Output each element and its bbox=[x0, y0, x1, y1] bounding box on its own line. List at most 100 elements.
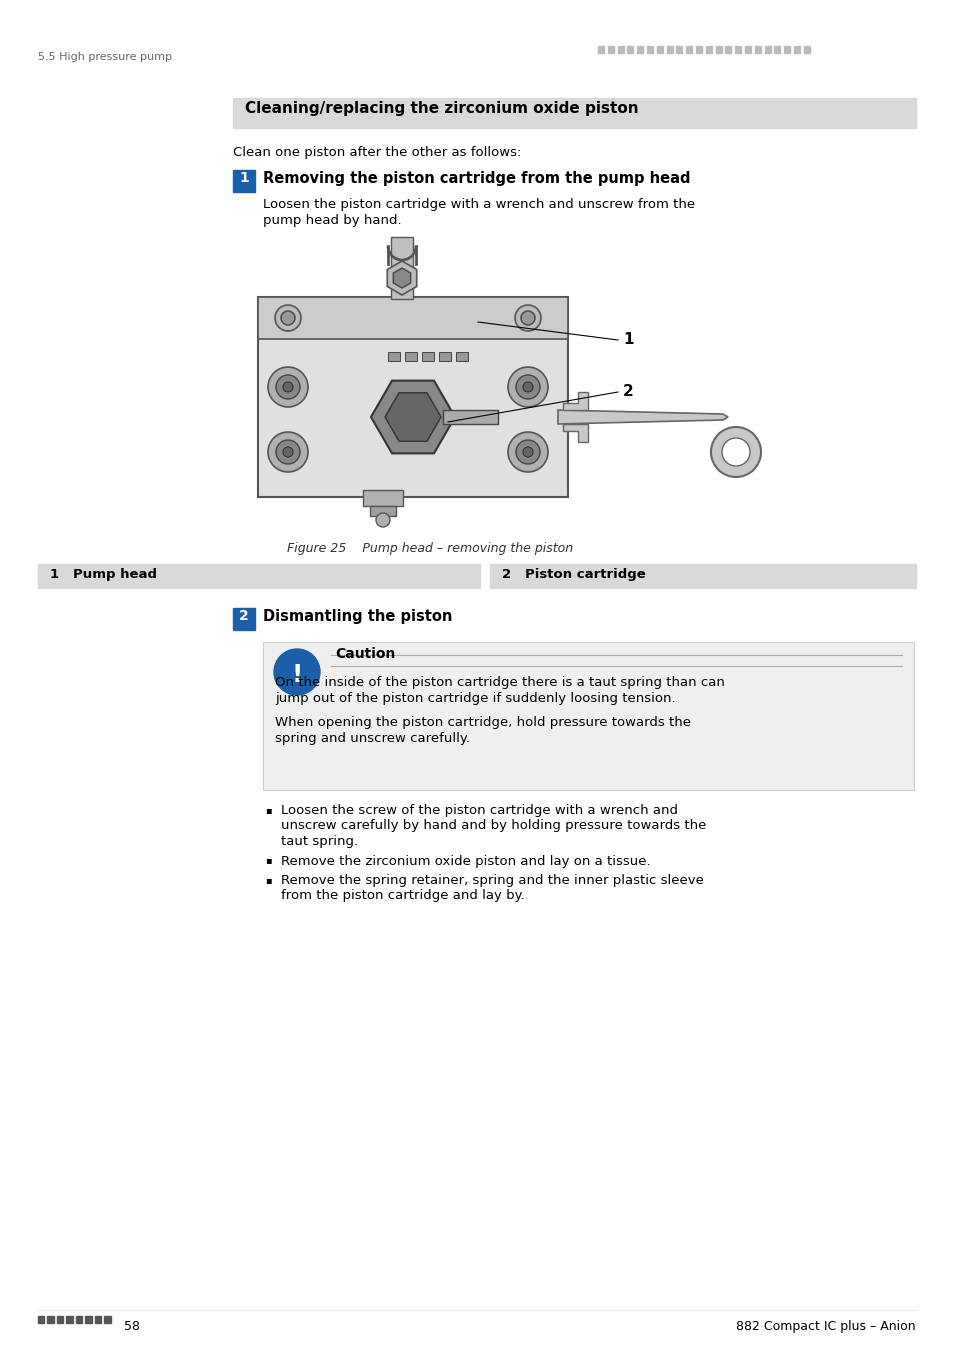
Circle shape bbox=[516, 440, 539, 464]
Bar bbox=[438, 352, 451, 360]
Text: Caution: Caution bbox=[335, 647, 395, 662]
Bar bbox=[405, 352, 416, 360]
Bar bbox=[233, 608, 254, 630]
Circle shape bbox=[710, 427, 760, 477]
Bar bbox=[724, 46, 731, 53]
Text: Cleaning/replacing the zirconium oxide piston: Cleaning/replacing the zirconium oxide p… bbox=[245, 101, 638, 116]
Text: jump out of the piston cartridge if suddenly loosing tension.: jump out of the piston cartridge if sudd… bbox=[274, 693, 675, 705]
Bar bbox=[793, 46, 800, 53]
Text: spring and unscrew carefully.: spring and unscrew carefully. bbox=[274, 732, 470, 745]
Text: Figure 25    Pump head – removing the piston: Figure 25 Pump head – removing the pisto… bbox=[287, 541, 573, 555]
Polygon shape bbox=[387, 261, 416, 296]
Bar bbox=[48, 1316, 54, 1323]
Text: Dismantling the piston: Dismantling the piston bbox=[263, 609, 452, 624]
Text: Clean one piston after the other as follows:: Clean one piston after the other as foll… bbox=[233, 146, 521, 159]
Text: 1: 1 bbox=[622, 332, 633, 347]
Polygon shape bbox=[371, 381, 455, 454]
Bar bbox=[607, 46, 613, 53]
Circle shape bbox=[375, 513, 390, 526]
Circle shape bbox=[721, 437, 749, 466]
Bar bbox=[598, 46, 603, 53]
Bar bbox=[735, 46, 740, 53]
Circle shape bbox=[507, 367, 547, 406]
Circle shape bbox=[283, 382, 293, 391]
Text: 2: 2 bbox=[239, 609, 249, 622]
Polygon shape bbox=[385, 393, 440, 441]
Text: 2: 2 bbox=[622, 383, 633, 400]
Text: Loosen the piston cartridge with a wrench and unscrew from the: Loosen the piston cartridge with a wrenc… bbox=[263, 198, 695, 211]
Bar bbox=[774, 46, 780, 53]
Text: taut spring.: taut spring. bbox=[281, 836, 357, 848]
Text: Removing the piston cartridge from the pump head: Removing the piston cartridge from the p… bbox=[263, 171, 690, 186]
Bar bbox=[715, 46, 720, 53]
Text: !: ! bbox=[291, 663, 302, 687]
Bar bbox=[370, 506, 395, 516]
Bar bbox=[95, 1316, 101, 1323]
Circle shape bbox=[516, 375, 539, 400]
Bar bbox=[705, 46, 711, 53]
Circle shape bbox=[520, 310, 535, 325]
Bar bbox=[696, 46, 701, 53]
Bar bbox=[363, 490, 402, 506]
Text: ▪: ▪ bbox=[265, 856, 272, 865]
Bar bbox=[637, 46, 642, 53]
Bar bbox=[233, 170, 254, 192]
Bar bbox=[646, 46, 652, 53]
Bar bbox=[627, 46, 633, 53]
Bar bbox=[763, 46, 770, 53]
Text: unscrew carefully by hand and by holding pressure towards the: unscrew carefully by hand and by holding… bbox=[281, 819, 705, 833]
Text: 882 Compact IC plus – Anion: 882 Compact IC plus – Anion bbox=[736, 1320, 915, 1332]
Circle shape bbox=[283, 447, 293, 458]
Bar bbox=[391, 238, 413, 298]
Text: 1: 1 bbox=[239, 171, 249, 185]
Polygon shape bbox=[393, 269, 410, 288]
Text: Loosen the screw of the piston cartridge with a wrench and: Loosen the screw of the piston cartridge… bbox=[281, 805, 678, 817]
Text: ▪: ▪ bbox=[265, 875, 272, 886]
Bar bbox=[617, 46, 623, 53]
Bar bbox=[656, 46, 662, 53]
Text: 58: 58 bbox=[124, 1320, 140, 1332]
Circle shape bbox=[268, 432, 308, 472]
Bar bbox=[676, 46, 681, 53]
Bar bbox=[388, 352, 399, 360]
Bar bbox=[803, 46, 809, 53]
Bar bbox=[744, 46, 750, 53]
Text: pump head by hand.: pump head by hand. bbox=[263, 215, 401, 227]
Polygon shape bbox=[558, 410, 727, 424]
Text: ▪: ▪ bbox=[265, 805, 272, 815]
Polygon shape bbox=[562, 424, 587, 441]
Bar bbox=[38, 1316, 45, 1323]
Bar bbox=[263, 643, 913, 790]
Bar bbox=[257, 297, 567, 339]
Bar bbox=[456, 352, 468, 360]
Bar bbox=[754, 46, 760, 53]
Circle shape bbox=[507, 432, 547, 472]
Circle shape bbox=[281, 310, 294, 325]
Bar bbox=[421, 352, 434, 360]
Bar bbox=[490, 564, 915, 589]
Bar bbox=[442, 410, 497, 424]
Text: 5.5 High pressure pump: 5.5 High pressure pump bbox=[38, 53, 172, 62]
Text: Remove the zirconium oxide piston and lay on a tissue.: Remove the zirconium oxide piston and la… bbox=[281, 855, 650, 868]
Bar bbox=[86, 1316, 91, 1323]
Bar bbox=[38, 564, 479, 589]
Bar bbox=[783, 46, 789, 53]
Bar bbox=[257, 297, 567, 497]
Bar bbox=[105, 1316, 111, 1323]
Bar bbox=[233, 99, 915, 128]
Bar bbox=[67, 1316, 73, 1323]
Circle shape bbox=[274, 649, 319, 695]
Text: Remove the spring retainer, spring and the inner plastic sleeve: Remove the spring retainer, spring and t… bbox=[281, 873, 703, 887]
Text: On the inside of the piston cartridge there is a taut spring than can: On the inside of the piston cartridge th… bbox=[274, 676, 724, 688]
Circle shape bbox=[275, 375, 299, 400]
Circle shape bbox=[268, 367, 308, 406]
Text: 1   Pump head: 1 Pump head bbox=[50, 568, 157, 580]
Bar bbox=[57, 1316, 64, 1323]
Bar bbox=[685, 46, 692, 53]
Bar bbox=[666, 46, 672, 53]
Polygon shape bbox=[562, 392, 587, 410]
Text: When opening the piston cartridge, hold pressure towards the: When opening the piston cartridge, hold … bbox=[274, 716, 690, 729]
Circle shape bbox=[522, 382, 533, 391]
Text: from the piston cartridge and lay by.: from the piston cartridge and lay by. bbox=[281, 890, 524, 903]
Circle shape bbox=[274, 305, 301, 331]
